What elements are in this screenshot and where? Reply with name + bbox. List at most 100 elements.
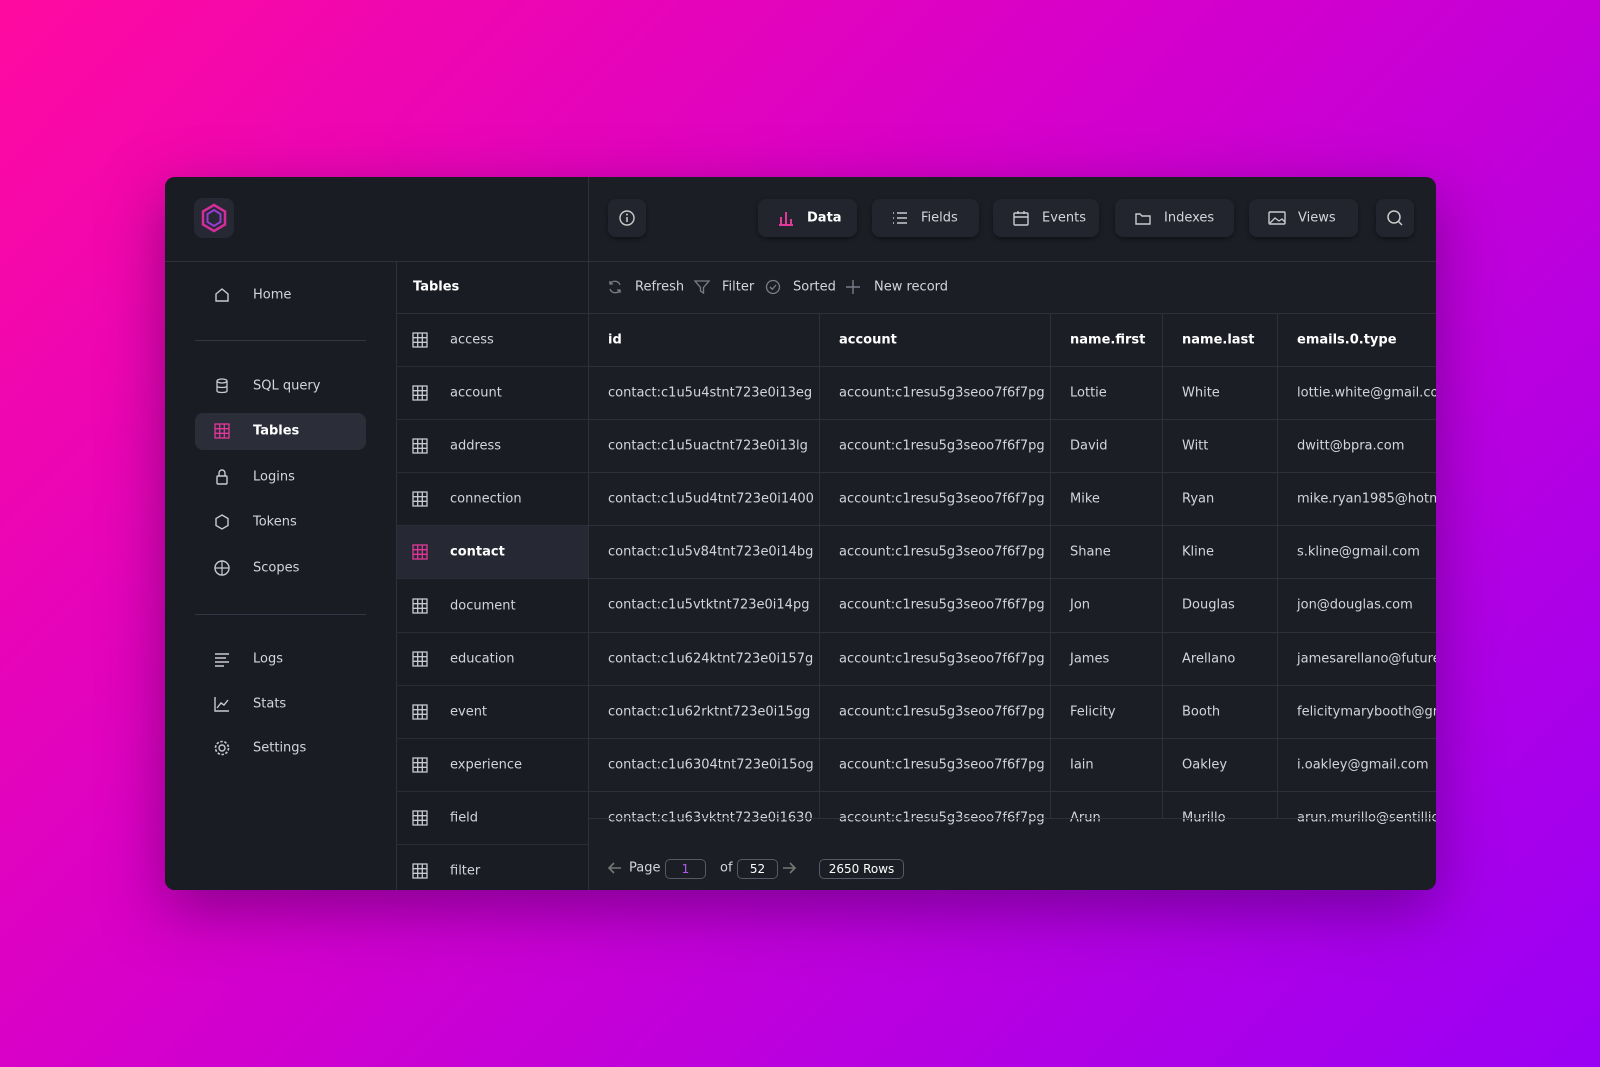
cell[interactable]: felicitymarybooth@gmail.com: [1297, 704, 1436, 720]
cell[interactable]: Ryan: [1182, 491, 1215, 507]
row-highlight[interactable]: [397, 526, 588, 580]
tab-label[interactable]: Indexes: [1164, 210, 1215, 226]
cell[interactable]: account:c1resu5g3seoo7f6f7pg: [839, 491, 1045, 507]
cell[interactable]: Shane: [1070, 544, 1111, 560]
logo[interactable]: [193, 197, 235, 239]
page-box[interactable]: 1: [665, 859, 706, 879]
cell[interactable]: Oakley: [1182, 757, 1228, 773]
cell[interactable]: dwitt@bpra.com: [1297, 438, 1405, 454]
cell[interactable]: Witt: [1182, 438, 1209, 454]
cell[interactable]: Arun: [1070, 810, 1101, 826]
icon: [215, 288, 229, 302]
nav-highlight[interactable]: [195, 413, 366, 450]
toolbar-button[interactable]: Refresh: [635, 279, 685, 295]
nav-item[interactable]: Scopes: [253, 560, 300, 576]
cell[interactable]: James: [1070, 651, 1110, 666]
divider: [396, 737, 588, 739]
tab-label[interactable]: Data: [807, 210, 842, 226]
cell[interactable]: account:c1resu5g3seoo7f6f7pg: [839, 757, 1045, 773]
cell[interactable]: account:c1resu5g3seoo7f6f7pg: [839, 544, 1045, 560]
cell[interactable]: contact:c1u63vktnt723e0i1630: [608, 810, 813, 826]
divider: [1277, 314, 1278, 818]
toolbar-button[interactable]: Filter: [722, 279, 755, 295]
cell[interactable]: account:c1resu5g3seoo7f6f7pg: [839, 597, 1045, 613]
table-item[interactable]: filter: [450, 863, 481, 879]
cell[interactable]: jon@douglas.com: [1297, 597, 1413, 613]
cell[interactable]: White: [1182, 385, 1220, 401]
toolbar-button[interactable]: New record: [874, 279, 949, 295]
table-item[interactable]: account: [450, 385, 502, 401]
cell[interactable]: account:c1resu5g3seoo7f6f7pg: [839, 810, 1045, 826]
cell[interactable]: Mike: [1070, 491, 1100, 507]
divider: [396, 472, 588, 474]
cell[interactable]: arun.murillo@sentillion: [1297, 810, 1436, 826]
icon: [693, 280, 711, 295]
page-box[interactable]: 2650 Rows: [819, 859, 904, 879]
nav-item[interactable]: Stats: [253, 696, 287, 712]
icon: [412, 438, 428, 454]
tab[interactable]: [1115, 199, 1234, 237]
column-header[interactable]: emails.0.type: [1297, 332, 1397, 348]
cell[interactable]: account:c1resu5g3seoo7f6f7pg: [839, 704, 1045, 720]
tab-label[interactable]: Views: [1298, 210, 1336, 226]
table-item[interactable]: document: [450, 598, 516, 613]
cell[interactable]: David: [1070, 438, 1108, 454]
tab-label[interactable]: Fields: [921, 210, 958, 226]
icon: [214, 697, 229, 712]
tab[interactable]: [872, 199, 979, 237]
cell[interactable]: contact:c1u5vtktnt723e0i14pg: [608, 597, 810, 613]
tab[interactable]: [993, 199, 1099, 237]
column-header[interactable]: account: [839, 332, 897, 348]
tab[interactable]: [758, 199, 857, 237]
cell[interactable]: Felicity: [1070, 704, 1116, 720]
cell[interactable]: mike.ryan1985@hotmail.com: [1297, 491, 1436, 507]
info-button[interactable]: [608, 199, 646, 237]
cell[interactable]: jamesarellano@future: [1297, 651, 1436, 666]
cell[interactable]: Iain: [1070, 757, 1094, 773]
cell[interactable]: contact:c1u5ud4tnt723e0i1400: [608, 491, 814, 507]
cell[interactable]: Jon: [1070, 597, 1091, 613]
tab[interactable]: [1249, 199, 1358, 237]
column-header[interactable]: name.last: [1182, 332, 1255, 348]
cell[interactable]: contact:c1u5u4stnt723e0i13eg: [608, 385, 813, 401]
cell[interactable]: contact:c1u624ktnt723e0i157g: [608, 651, 814, 666]
cell[interactable]: lottie.white@gmail.com: [1297, 385, 1436, 401]
cell[interactable]: Booth: [1182, 704, 1221, 720]
table-item[interactable]: address: [450, 438, 502, 454]
cell[interactable]: contact:c1u5uactnt723e0i13lg: [608, 438, 808, 454]
table-item[interactable]: access: [450, 332, 494, 348]
cell[interactable]: account:c1resu5g3seoo7f6f7pg: [839, 438, 1045, 454]
page-box[interactable]: 52: [737, 859, 778, 879]
cell[interactable]: Lottie: [1070, 385, 1107, 401]
cell[interactable]: account:c1resu5g3seoo7f6f7pg: [839, 385, 1045, 401]
table-item[interactable]: contact: [450, 544, 505, 560]
cell[interactable]: Douglas: [1182, 597, 1235, 613]
table-item[interactable]: education: [450, 651, 515, 667]
cell[interactable]: Kline: [1182, 544, 1214, 560]
nav-item[interactable]: Tokens: [253, 514, 297, 530]
cell[interactable]: s.kline@gmail.com: [1297, 544, 1420, 560]
search-button[interactable]: [1376, 199, 1414, 237]
nav-item[interactable]: Logs: [253, 651, 283, 667]
tab-label[interactable]: Events: [1042, 210, 1087, 226]
table-item[interactable]: experience: [450, 757, 523, 773]
nav-item[interactable]: Tables: [253, 423, 300, 439]
nav-item[interactable]: Logins: [253, 469, 295, 485]
column-header[interactable]: id: [608, 332, 622, 348]
nav-item[interactable]: Home: [253, 287, 292, 303]
cell[interactable]: account:c1resu5g3seoo7f6f7pg: [839, 651, 1045, 666]
cell[interactable]: contact:c1u62rktnt723e0i15gg: [608, 704, 811, 720]
cell[interactable]: Murillo: [1182, 810, 1226, 826]
nav-item[interactable]: Settings: [253, 740, 307, 756]
nav-item[interactable]: SQL query: [253, 378, 321, 394]
cell[interactable]: i.oakley@gmail.com: [1297, 757, 1429, 773]
column-header[interactable]: name.first: [1070, 332, 1146, 348]
cell[interactable]: Arellano: [1182, 651, 1236, 666]
table-item[interactable]: event: [450, 704, 488, 720]
toolbar-button[interactable]: Sorted: [793, 279, 836, 295]
table-item[interactable]: field: [450, 810, 479, 826]
cell[interactable]: contact:c1u5v84tnt723e0i14bg: [608, 544, 814, 560]
icon: [214, 560, 230, 576]
cell[interactable]: contact:c1u6304tnt723e0i15og: [608, 757, 814, 773]
table-item[interactable]: connection: [450, 491, 522, 507]
